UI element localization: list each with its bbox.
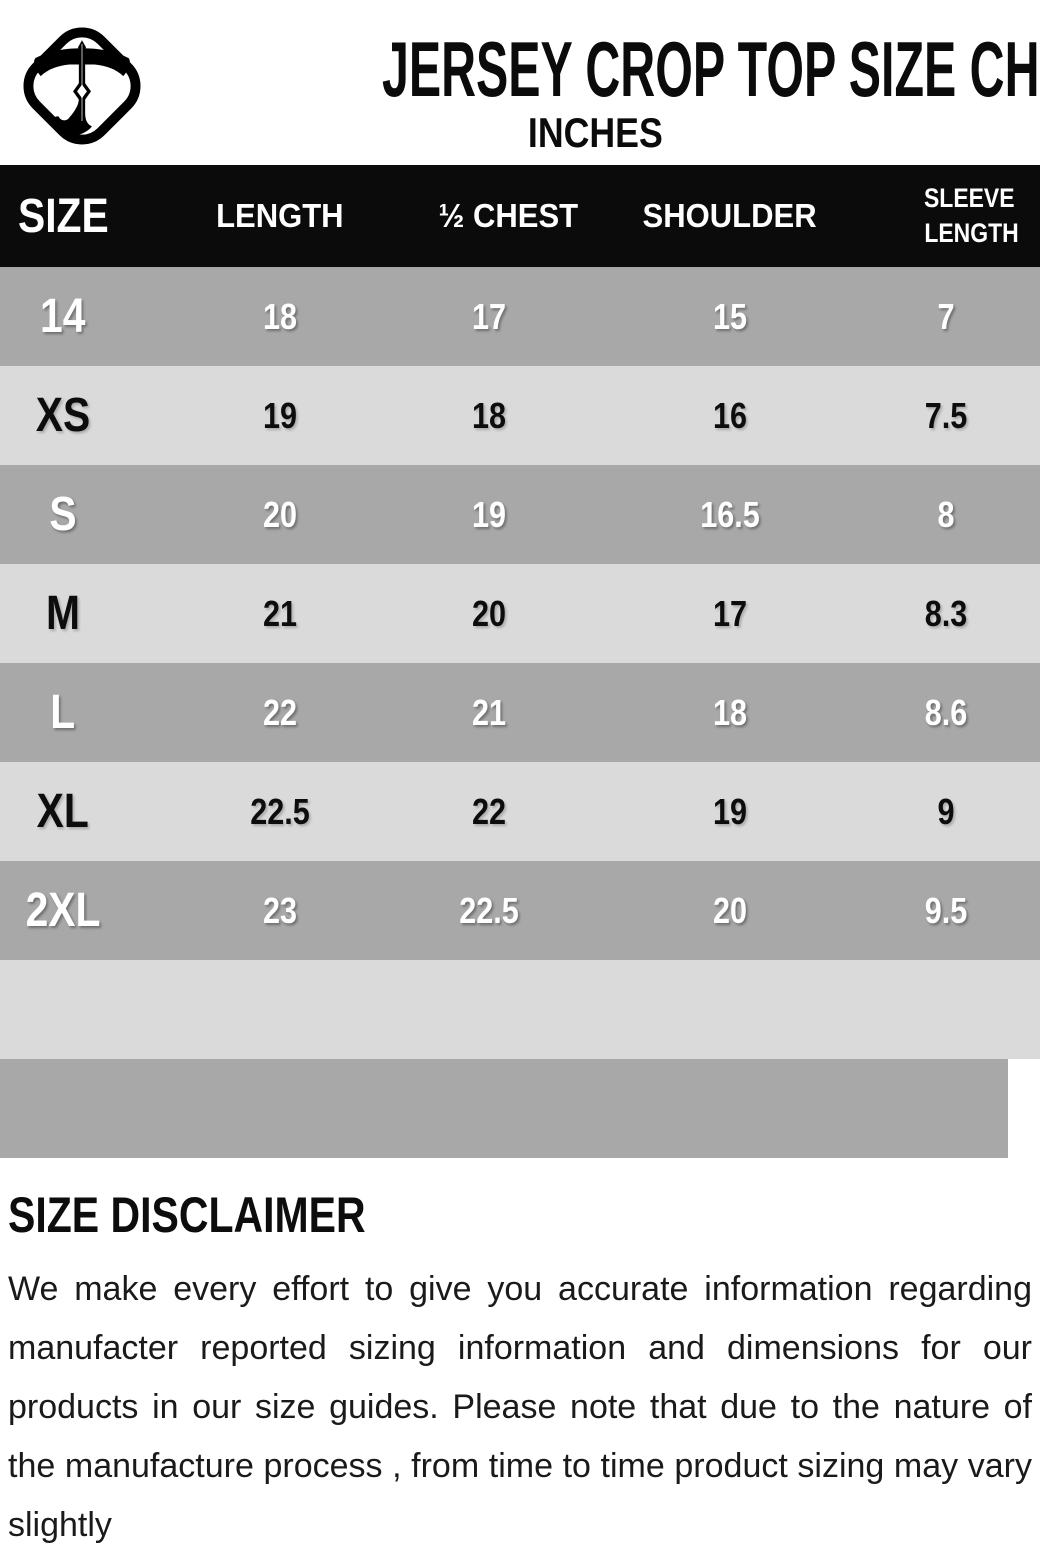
shoulder-value: 16	[712, 394, 748, 436]
chest-value: 22.5	[459, 889, 519, 931]
column-header-half-chest: ½ CHEST	[438, 197, 579, 234]
table-row-2xl: 2XL 23 22.5 20 9.5	[0, 861, 1040, 960]
size-label: XL	[36, 785, 90, 838]
size-label: M	[45, 587, 80, 640]
table-row-xl: XL 22.5 22 19 9	[0, 762, 1040, 861]
sleeve-value: 8.6	[924, 691, 968, 733]
size-label: 2XL	[25, 884, 101, 937]
units-label-text: INCHES	[527, 109, 663, 156]
length-value: 20	[262, 493, 298, 535]
size-label: XS	[35, 389, 91, 442]
page-title-text: JERSEY CROP TOP SIZE CHART	[381, 25, 1040, 113]
table-header-row: SIZE LENGTH ½ CHEST SHOULDER SLEEVE LENG…	[0, 165, 1040, 267]
page-title: JERSEY CROP TOP SIZE CHART	[150, 0, 1040, 108]
sleeve-value: 8	[937, 493, 955, 535]
size-label: 14	[40, 290, 86, 343]
sleeve-value: 7.5	[924, 394, 968, 436]
table-row-s: S 20 19 16.5 8	[0, 465, 1040, 564]
chest-value: 19	[471, 493, 507, 535]
size-label: L	[50, 686, 76, 739]
shoulder-value: 17	[712, 592, 748, 634]
shoulder-value: 19	[712, 790, 748, 832]
size-label: S	[49, 488, 77, 541]
table-row-xs: XS 19 18 16 7.5	[0, 366, 1040, 465]
chest-value: 18	[471, 394, 507, 436]
disclaimer-section: SIZE DISCLAIMER We make every effort to …	[8, 1190, 1032, 1555]
length-value: 23	[262, 889, 298, 931]
disclaimer-title: SIZE DISCLAIMER	[8, 1187, 366, 1243]
column-header-size: SIZE	[17, 189, 109, 243]
length-value: 22	[262, 691, 298, 733]
table-row-l: L 22 21 18 8.6	[0, 663, 1040, 762]
title-block: JERSEY CROP TOP SIZE CHART INCHES	[150, 0, 1040, 154]
shoulder-value: 20	[712, 889, 748, 931]
column-header-sleeve-length: SLEEVE LENGTH	[923, 182, 1019, 248]
length-value: 22.5	[250, 790, 310, 832]
chest-value: 21	[471, 691, 507, 733]
sleeve-value: 9.5	[924, 889, 968, 931]
shoulder-value: 16.5	[700, 493, 760, 535]
size-table: SIZE LENGTH ½ CHEST SHOULDER SLEEVE LENG…	[0, 165, 1040, 1158]
sleeve-value: 8.3	[924, 592, 968, 634]
column-header-length: LENGTH	[216, 197, 344, 234]
chest-value: 20	[471, 592, 507, 634]
header: JERSEY CROP TOP SIZE CHART INCHES	[0, 0, 1040, 165]
length-value: 21	[262, 592, 298, 634]
shoulder-value: 15	[712, 295, 748, 337]
table-row-m: M 21 20 17 8.3	[0, 564, 1040, 663]
units-label: INCHES	[150, 112, 1040, 154]
table-footer-band	[0, 1059, 1008, 1158]
sleeve-value: 7	[937, 295, 955, 337]
column-header-shoulder: SHOULDER	[642, 197, 818, 234]
chest-value: 22	[471, 790, 507, 832]
length-value: 18	[262, 295, 298, 337]
disclaimer-text: We make every effort to give you accurat…	[8, 1270, 1032, 1544]
brand-logo-icon	[23, 27, 141, 145]
length-value: 19	[262, 394, 298, 436]
table-row-14: 14 18 17 15 7	[0, 267, 1040, 366]
sleeve-value: 9	[937, 790, 955, 832]
shoulder-value: 18	[712, 691, 748, 733]
table-row-empty	[0, 960, 1040, 1059]
chest-value: 17	[471, 295, 507, 337]
